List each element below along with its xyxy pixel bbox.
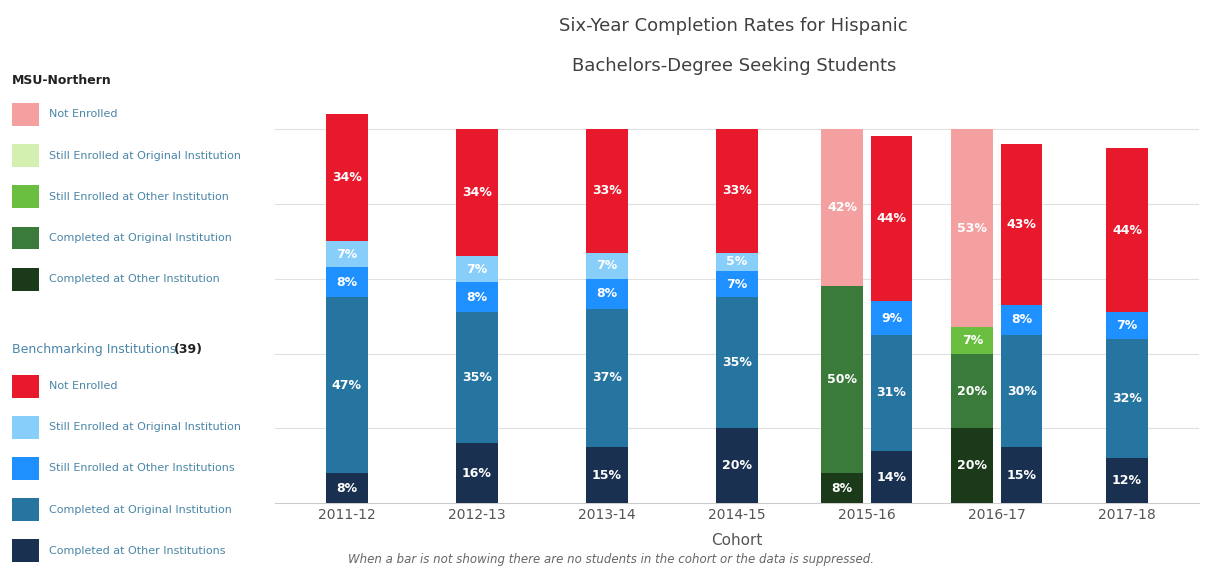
Bar: [325, 268, 368, 297]
Text: Still Enrolled at Original Institution: Still Enrolled at Original Institution: [49, 422, 241, 432]
Text: 53%: 53%: [958, 222, 987, 235]
Text: 5%: 5%: [726, 255, 747, 268]
Text: Completed at Other Institutions: Completed at Other Institutions: [49, 546, 225, 556]
Text: 15%: 15%: [592, 469, 621, 482]
Bar: [1107, 458, 1148, 503]
Bar: [871, 451, 912, 503]
Bar: [951, 129, 993, 327]
Bar: [715, 129, 758, 252]
Text: Not Enrolled: Not Enrolled: [49, 381, 117, 391]
Text: 50%: 50%: [827, 374, 857, 386]
Text: 34%: 34%: [462, 186, 492, 199]
Text: 7%: 7%: [726, 278, 747, 291]
Bar: [951, 428, 993, 503]
Text: Six-Year Completion Rates for Hispanic: Six-Year Completion Rates for Hispanic: [559, 17, 909, 35]
Text: 8%: 8%: [466, 291, 487, 304]
Text: 8%: 8%: [597, 287, 618, 300]
Text: 7%: 7%: [336, 248, 357, 261]
Bar: [871, 335, 912, 451]
Text: When a bar is not showing there are no students in the cohort or the data is sup: When a bar is not showing there are no s…: [349, 553, 874, 566]
Bar: [586, 252, 627, 279]
Text: 7%: 7%: [1117, 319, 1137, 332]
Text: 7%: 7%: [466, 263, 488, 276]
Text: 8%: 8%: [336, 482, 357, 495]
Bar: [456, 312, 498, 443]
Bar: [715, 252, 758, 271]
Bar: [822, 129, 863, 286]
Text: 35%: 35%: [722, 356, 752, 370]
Bar: [325, 114, 368, 241]
Bar: [325, 297, 368, 474]
Text: 37%: 37%: [592, 371, 621, 384]
Bar: [1000, 305, 1042, 335]
Text: 7%: 7%: [596, 259, 618, 272]
Text: Completed at Original Institution: Completed at Original Institution: [49, 505, 232, 515]
Text: 15%: 15%: [1007, 469, 1037, 482]
Bar: [456, 256, 498, 283]
Bar: [715, 271, 758, 297]
Bar: [1107, 312, 1148, 339]
Text: 32%: 32%: [1112, 392, 1142, 405]
Text: 44%: 44%: [877, 212, 906, 225]
Bar: [456, 443, 498, 503]
Text: 44%: 44%: [1112, 224, 1142, 237]
Text: Still Enrolled at Other Institution: Still Enrolled at Other Institution: [49, 192, 229, 202]
Text: Still Enrolled at Other Institutions: Still Enrolled at Other Institutions: [49, 463, 235, 474]
Text: 31%: 31%: [877, 387, 906, 399]
Bar: [871, 137, 912, 301]
Bar: [822, 286, 863, 474]
Bar: [325, 241, 368, 268]
Text: 30%: 30%: [1007, 384, 1037, 398]
Bar: [951, 327, 993, 353]
Text: 8%: 8%: [336, 276, 357, 289]
Bar: [586, 309, 627, 447]
Bar: [1107, 148, 1148, 312]
Bar: [1000, 144, 1042, 305]
Bar: [715, 297, 758, 428]
Text: Completed at Other Institution: Completed at Other Institution: [49, 274, 220, 284]
Text: Benchmarking Institutions: Benchmarking Institutions: [12, 343, 176, 356]
Bar: [456, 129, 498, 256]
Text: 33%: 33%: [722, 184, 752, 197]
Text: Completed at Original Institution: Completed at Original Institution: [49, 233, 232, 243]
Text: 43%: 43%: [1007, 218, 1037, 231]
Text: Bachelors-Degree Seeking Students: Bachelors-Degree Seeking Students: [571, 57, 896, 75]
Text: 12%: 12%: [1112, 474, 1142, 487]
Text: 16%: 16%: [462, 467, 492, 480]
Text: 8%: 8%: [832, 482, 852, 495]
Bar: [1000, 447, 1042, 503]
Bar: [715, 428, 758, 503]
Text: 34%: 34%: [331, 171, 362, 184]
Text: 42%: 42%: [827, 201, 857, 214]
Bar: [822, 474, 863, 503]
X-axis label: Cohort: Cohort: [711, 533, 763, 549]
Text: MSU-Northern: MSU-Northern: [12, 74, 113, 88]
Bar: [586, 279, 627, 309]
Bar: [456, 283, 498, 312]
Bar: [325, 474, 368, 503]
Text: 9%: 9%: [881, 312, 903, 324]
Text: 20%: 20%: [958, 459, 987, 472]
Text: Still Enrolled at Original Institution: Still Enrolled at Original Institution: [49, 150, 241, 161]
Text: (39): (39): [174, 343, 203, 356]
Text: 20%: 20%: [958, 384, 987, 398]
Text: 33%: 33%: [592, 184, 621, 197]
Bar: [586, 129, 627, 252]
Bar: [1107, 339, 1148, 458]
Text: 20%: 20%: [722, 459, 752, 472]
Text: 35%: 35%: [462, 371, 492, 384]
Text: 47%: 47%: [331, 379, 362, 392]
Text: Not Enrolled: Not Enrolled: [49, 109, 117, 120]
Bar: [871, 301, 912, 335]
Text: 14%: 14%: [877, 471, 906, 484]
Bar: [951, 353, 993, 428]
Text: 8%: 8%: [1011, 313, 1032, 327]
Bar: [586, 447, 627, 503]
Bar: [1000, 335, 1042, 447]
Text: 7%: 7%: [961, 334, 983, 347]
